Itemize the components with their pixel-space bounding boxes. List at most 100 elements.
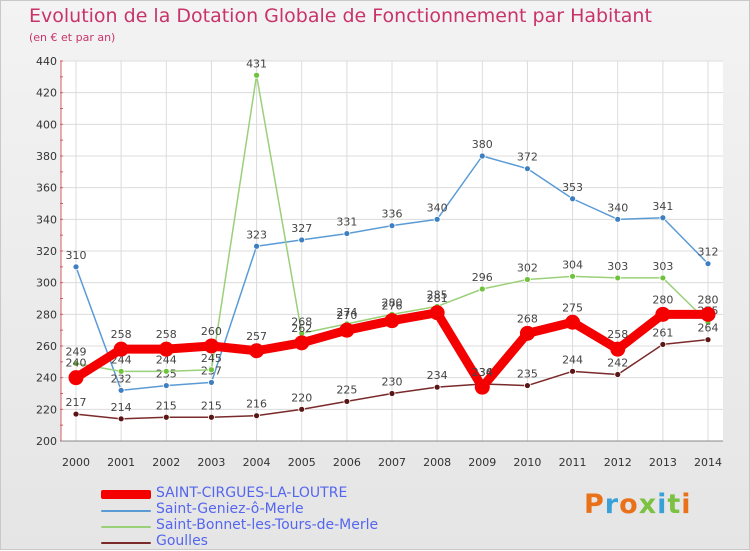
x-tick-label: 2013 xyxy=(649,456,677,469)
legend-label: Goulles xyxy=(156,533,208,549)
data-point xyxy=(659,214,667,222)
data-point xyxy=(117,386,125,394)
x-tick-label: 2014 xyxy=(694,456,722,469)
data-point xyxy=(565,314,581,330)
data-label: 281 xyxy=(427,292,448,305)
y-tick-label: 240 xyxy=(36,372,57,385)
data-point xyxy=(388,390,396,397)
data-label: 280 xyxy=(382,296,403,309)
data-point xyxy=(429,305,445,321)
data-label: 285 xyxy=(427,288,448,301)
x-tick-label: 2006 xyxy=(333,456,361,469)
data-point xyxy=(478,152,486,160)
data-point xyxy=(117,415,125,423)
legend-label: Saint-Geniez-ô-Merle xyxy=(156,501,304,517)
data-point xyxy=(113,341,129,357)
logo-letter: i xyxy=(657,489,668,520)
data-label: 280 xyxy=(698,293,719,306)
data-point xyxy=(433,215,441,223)
data-point xyxy=(704,260,712,268)
data-point xyxy=(524,276,531,283)
data-point xyxy=(249,343,265,359)
data-label: 296 xyxy=(472,271,493,284)
y-tick-label: 220 xyxy=(36,403,57,416)
data-point xyxy=(253,242,260,250)
x-tick-label: 2005 xyxy=(288,456,316,469)
logo-letter: x xyxy=(638,489,658,520)
y-tick-label: 280 xyxy=(36,308,57,321)
data-point xyxy=(614,371,622,378)
logo-letter: i xyxy=(681,489,692,520)
data-point xyxy=(253,71,260,79)
data-point xyxy=(72,263,80,271)
data-point xyxy=(433,383,441,391)
legend-swatch xyxy=(101,542,151,544)
data-label: 327 xyxy=(291,222,312,235)
data-label: 234 xyxy=(427,369,448,382)
data-label: 270 xyxy=(336,309,357,322)
data-point xyxy=(294,335,310,351)
y-tick-label: 340 xyxy=(36,213,57,226)
data-point xyxy=(298,405,306,413)
data-point xyxy=(162,367,170,375)
data-label: 261 xyxy=(652,326,673,339)
x-tick-label: 2008 xyxy=(423,456,451,469)
x-tick-label: 2003 xyxy=(197,456,225,469)
data-point xyxy=(339,322,355,338)
legend-label: Saint-Bonnet-les-Tours-de-Merle xyxy=(156,517,379,533)
data-label: 260 xyxy=(201,325,222,338)
data-point xyxy=(72,360,80,367)
data-label: 312 xyxy=(698,246,719,259)
data-label: 244 xyxy=(156,353,177,366)
data-point xyxy=(158,341,174,357)
data-label: 214 xyxy=(111,401,132,414)
data-label: 268 xyxy=(291,315,312,328)
x-tick-label: 2001 xyxy=(107,456,135,469)
data-point xyxy=(569,367,576,375)
data-label: 235 xyxy=(517,368,538,381)
data-point xyxy=(208,413,215,421)
data-label: 275 xyxy=(562,301,583,314)
proxiti-logo: Proxiti xyxy=(584,489,692,520)
legend-label: SAINT-CIRGUES-LA-LOUTRE xyxy=(156,485,348,501)
data-point xyxy=(388,222,396,230)
data-point xyxy=(700,306,716,322)
data-point xyxy=(208,366,215,374)
data-label: 262 xyxy=(291,322,312,335)
y-tick-label: 300 xyxy=(36,277,57,290)
data-label: 258 xyxy=(607,328,628,341)
data-point xyxy=(72,410,80,418)
data-point xyxy=(478,285,486,293)
data-label: 244 xyxy=(562,353,583,366)
data-label: 230 xyxy=(382,376,403,389)
data-label: 280 xyxy=(652,293,673,306)
y-tick-label: 320 xyxy=(36,245,57,258)
data-point xyxy=(68,370,84,386)
logo-letter: t xyxy=(667,489,682,520)
data-label: 372 xyxy=(517,151,538,164)
y-tick-label: 440 xyxy=(36,55,57,68)
data-label: 217 xyxy=(66,396,87,409)
chart-subtitle: (en € et par an) xyxy=(29,31,116,44)
data-label: 380 xyxy=(472,138,493,151)
data-label: 336 xyxy=(382,208,403,221)
data-label: 245 xyxy=(201,352,222,365)
data-point xyxy=(569,195,576,203)
data-point xyxy=(655,306,671,322)
data-label: 258 xyxy=(156,328,177,341)
data-label: 225 xyxy=(336,383,357,396)
data-label: 310 xyxy=(66,249,87,262)
data-label: 234 xyxy=(472,366,493,379)
logo-letter: P xyxy=(584,489,605,520)
data-point xyxy=(253,412,260,420)
series-saint-geniez-merle: 3102322352373233273313363403803723533403… xyxy=(66,138,719,394)
data-label: 341 xyxy=(652,200,673,213)
data-label: 303 xyxy=(652,260,673,273)
x-tick-label: 2004 xyxy=(243,456,271,469)
data-label: 302 xyxy=(517,262,538,275)
data-label: 240 xyxy=(66,357,87,370)
x-tick-label: 2011 xyxy=(559,456,587,469)
data-point xyxy=(474,379,490,395)
data-label: 431 xyxy=(246,57,267,70)
